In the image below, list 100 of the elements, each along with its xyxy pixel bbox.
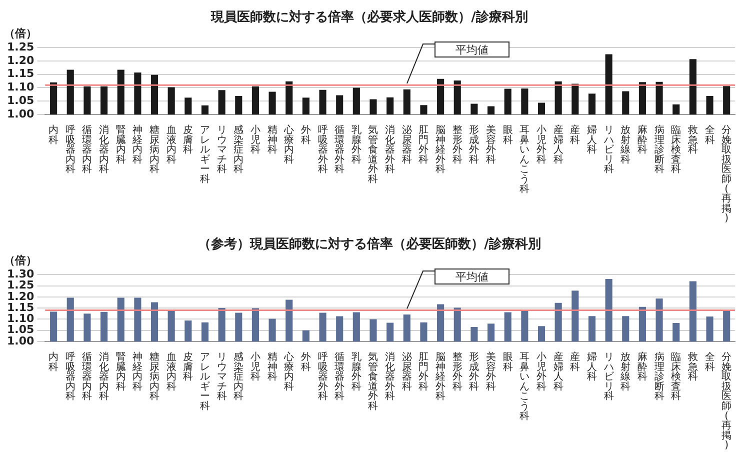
x-tick-label: 耳鼻いんこう科 — [520, 124, 530, 195]
x-tick-label: 眼科 — [502, 124, 513, 146]
x-tick-label: 外科 — [300, 124, 311, 146]
x-tick-label: 美容外科 — [486, 350, 496, 392]
x-tick-label: 小児外科 — [536, 350, 547, 392]
x-tick-label: リウマチ科 — [216, 352, 227, 402]
x-tick-label: 救急科 — [686, 350, 698, 383]
ref-line-label: 平均値 — [455, 270, 488, 284]
x-tick-label: 血液内科 — [166, 350, 176, 392]
x-tick-label: 呼吸器内科 — [65, 350, 76, 402]
x-tick-label: リハビリ科 — [602, 124, 615, 176]
x-tick-label: 皮膚科 — [183, 350, 194, 383]
x-tick-label: 糖尿病内科 — [150, 350, 160, 402]
x-tick-label: 泌尿器科 — [402, 350, 412, 392]
x-tick-label: 形成外科 — [469, 352, 480, 392]
x-tick-label: 神経内科 — [132, 124, 143, 166]
x-tick-label: 眼科 — [502, 352, 513, 373]
x-tick-label: 産婦人科 — [553, 124, 564, 166]
chart-title: （参考）現員医師数に対する倍率（必要医師数）/診療科別 — [198, 236, 541, 252]
y-tick-label: 1.00 — [7, 107, 34, 120]
x-tick-label: 全科 — [704, 350, 715, 373]
y-tick-label: 1.10 — [7, 312, 34, 326]
x-tick-label: 泌尿器科 — [402, 124, 412, 166]
x-tick-label: 消化器外科 — [385, 350, 396, 402]
x-tick-label: 耳鼻いんこう科 — [520, 352, 530, 422]
x-tick-label: 婦人科 — [586, 124, 597, 156]
y-tick-label: 1.15 — [7, 300, 34, 314]
x-tick-label: 皮膚科 — [183, 124, 194, 156]
x-tick-label: 気管食道外科 — [368, 352, 378, 412]
x-tick-label: 臨床検査科 — [671, 352, 682, 402]
x-tick-label: 呼吸器内科 — [65, 124, 76, 176]
x-tick-label: 呼吸器外科 — [318, 350, 328, 402]
x-tick-label: 外科 — [300, 352, 311, 373]
y-tick-label: 1.00 — [7, 334, 34, 348]
x-tick-label: 神経内科 — [132, 350, 143, 392]
x-tick-label: 脳神経外科 — [434, 124, 446, 176]
x-tick-label: 形成外科 — [469, 124, 480, 166]
x-tick-label: アレルギー科 — [200, 124, 210, 185]
x-tick-label: 循環器内科 — [82, 352, 92, 402]
x-tick-label: 内科 — [48, 350, 59, 373]
y-tick-label: 1.15 — [7, 67, 34, 80]
x-tick-label: 消化器内科 — [99, 350, 110, 402]
chart-title: 現員医師数に対する倍率（必要求人医師数）/診療科別 — [210, 9, 528, 26]
x-tick-label: 消化器外科 — [385, 124, 396, 176]
x-tick-label: 腎臓内科 — [116, 124, 126, 166]
x-tick-label: 整形外科 — [452, 350, 462, 392]
x-tick-label: 小児外科 — [536, 124, 547, 166]
x-tick-label: 美容外科 — [486, 124, 496, 166]
x-tick-label: 麻酔科 — [637, 350, 648, 383]
x-tick-label: 精神科 — [267, 124, 278, 156]
x-tick-label: 放射線科 — [620, 352, 631, 392]
y-tick-label: 1.30 — [7, 267, 34, 280]
x-tick-label: 血液内科 — [166, 124, 176, 166]
x-tick-label: 呼吸器外科 — [318, 124, 328, 176]
x-tick-label: 心療内科 — [283, 350, 294, 392]
x-tick-label: 整形外科 — [452, 124, 462, 166]
x-tick-label: 心療内科 — [283, 124, 294, 166]
x-tick-label: 臨床検査科 — [671, 124, 682, 176]
y-tick-label: 1.05 — [7, 323, 34, 336]
x-tick-label: リハビリ科 — [602, 352, 615, 402]
y-tick-label: 1.25 — [7, 278, 34, 292]
x-tick-label: 放射線科 — [620, 124, 631, 166]
x-tick-label: 全科 — [704, 124, 715, 146]
y-axis-title: （倍） — [4, 254, 37, 267]
x-tick-label: アレルギー科 — [200, 352, 210, 412]
category-label: 分娩取扱医師(再掲) — [722, 352, 732, 452]
x-tick-label: 乳腺外科 — [351, 350, 362, 392]
x-tick-label: 脳神経外科 — [434, 352, 446, 402]
x-tick-label: 感染症内科 — [234, 124, 244, 176]
x-tick-label: リウマチ科 — [216, 124, 227, 176]
x-tick-label: 救急科 — [686, 124, 698, 156]
x-tick-label: 循環器外科 — [334, 124, 345, 176]
x-tick-label: 肛門外科 — [418, 352, 429, 392]
y-tick-label: 1.10 — [7, 80, 34, 94]
category-label: 分娩取扱医師(再掲) — [722, 124, 732, 224]
y-tick-label: 1.20 — [7, 290, 34, 303]
y-tick-label: 1.05 — [7, 94, 34, 107]
callout: 平均値 — [404, 266, 511, 310]
x-tick-label: 内科 — [48, 124, 59, 146]
x-tick-label: 循環器外科 — [334, 352, 345, 402]
x-tick-label: 婦人科 — [586, 352, 597, 383]
x-tick-label: 産婦人科 — [553, 350, 564, 392]
x-tick-label: 感染症内科 — [234, 350, 244, 402]
x-tick-label: 病理診断科 — [654, 350, 664, 402]
x-tick-label: 肛門外科 — [418, 124, 429, 166]
y-tick-label: 1.25 — [7, 40, 34, 54]
callout: 平均値 — [404, 40, 511, 86]
x-tick-label: 循環器内科 — [82, 124, 92, 176]
x-tick-label: 病理診断科 — [654, 124, 664, 176]
y-tick-label: 1.20 — [7, 54, 34, 67]
y-axis-title: （倍） — [4, 26, 37, 40]
x-tick-label: 糖尿病内科 — [150, 124, 160, 176]
x-tick-label: 気管食道外科 — [368, 124, 378, 185]
x-tick-label: 産科 — [570, 350, 580, 373]
x-tick-label: 腎臓内科 — [116, 350, 126, 392]
x-tick-label: 麻酔科 — [637, 124, 648, 156]
x-tick-label: 産科 — [570, 124, 580, 146]
x-tick-label: 精神科 — [267, 350, 278, 383]
ref-line-label: 平均値 — [455, 43, 488, 56]
x-tick-label: 小児科 — [250, 124, 260, 156]
